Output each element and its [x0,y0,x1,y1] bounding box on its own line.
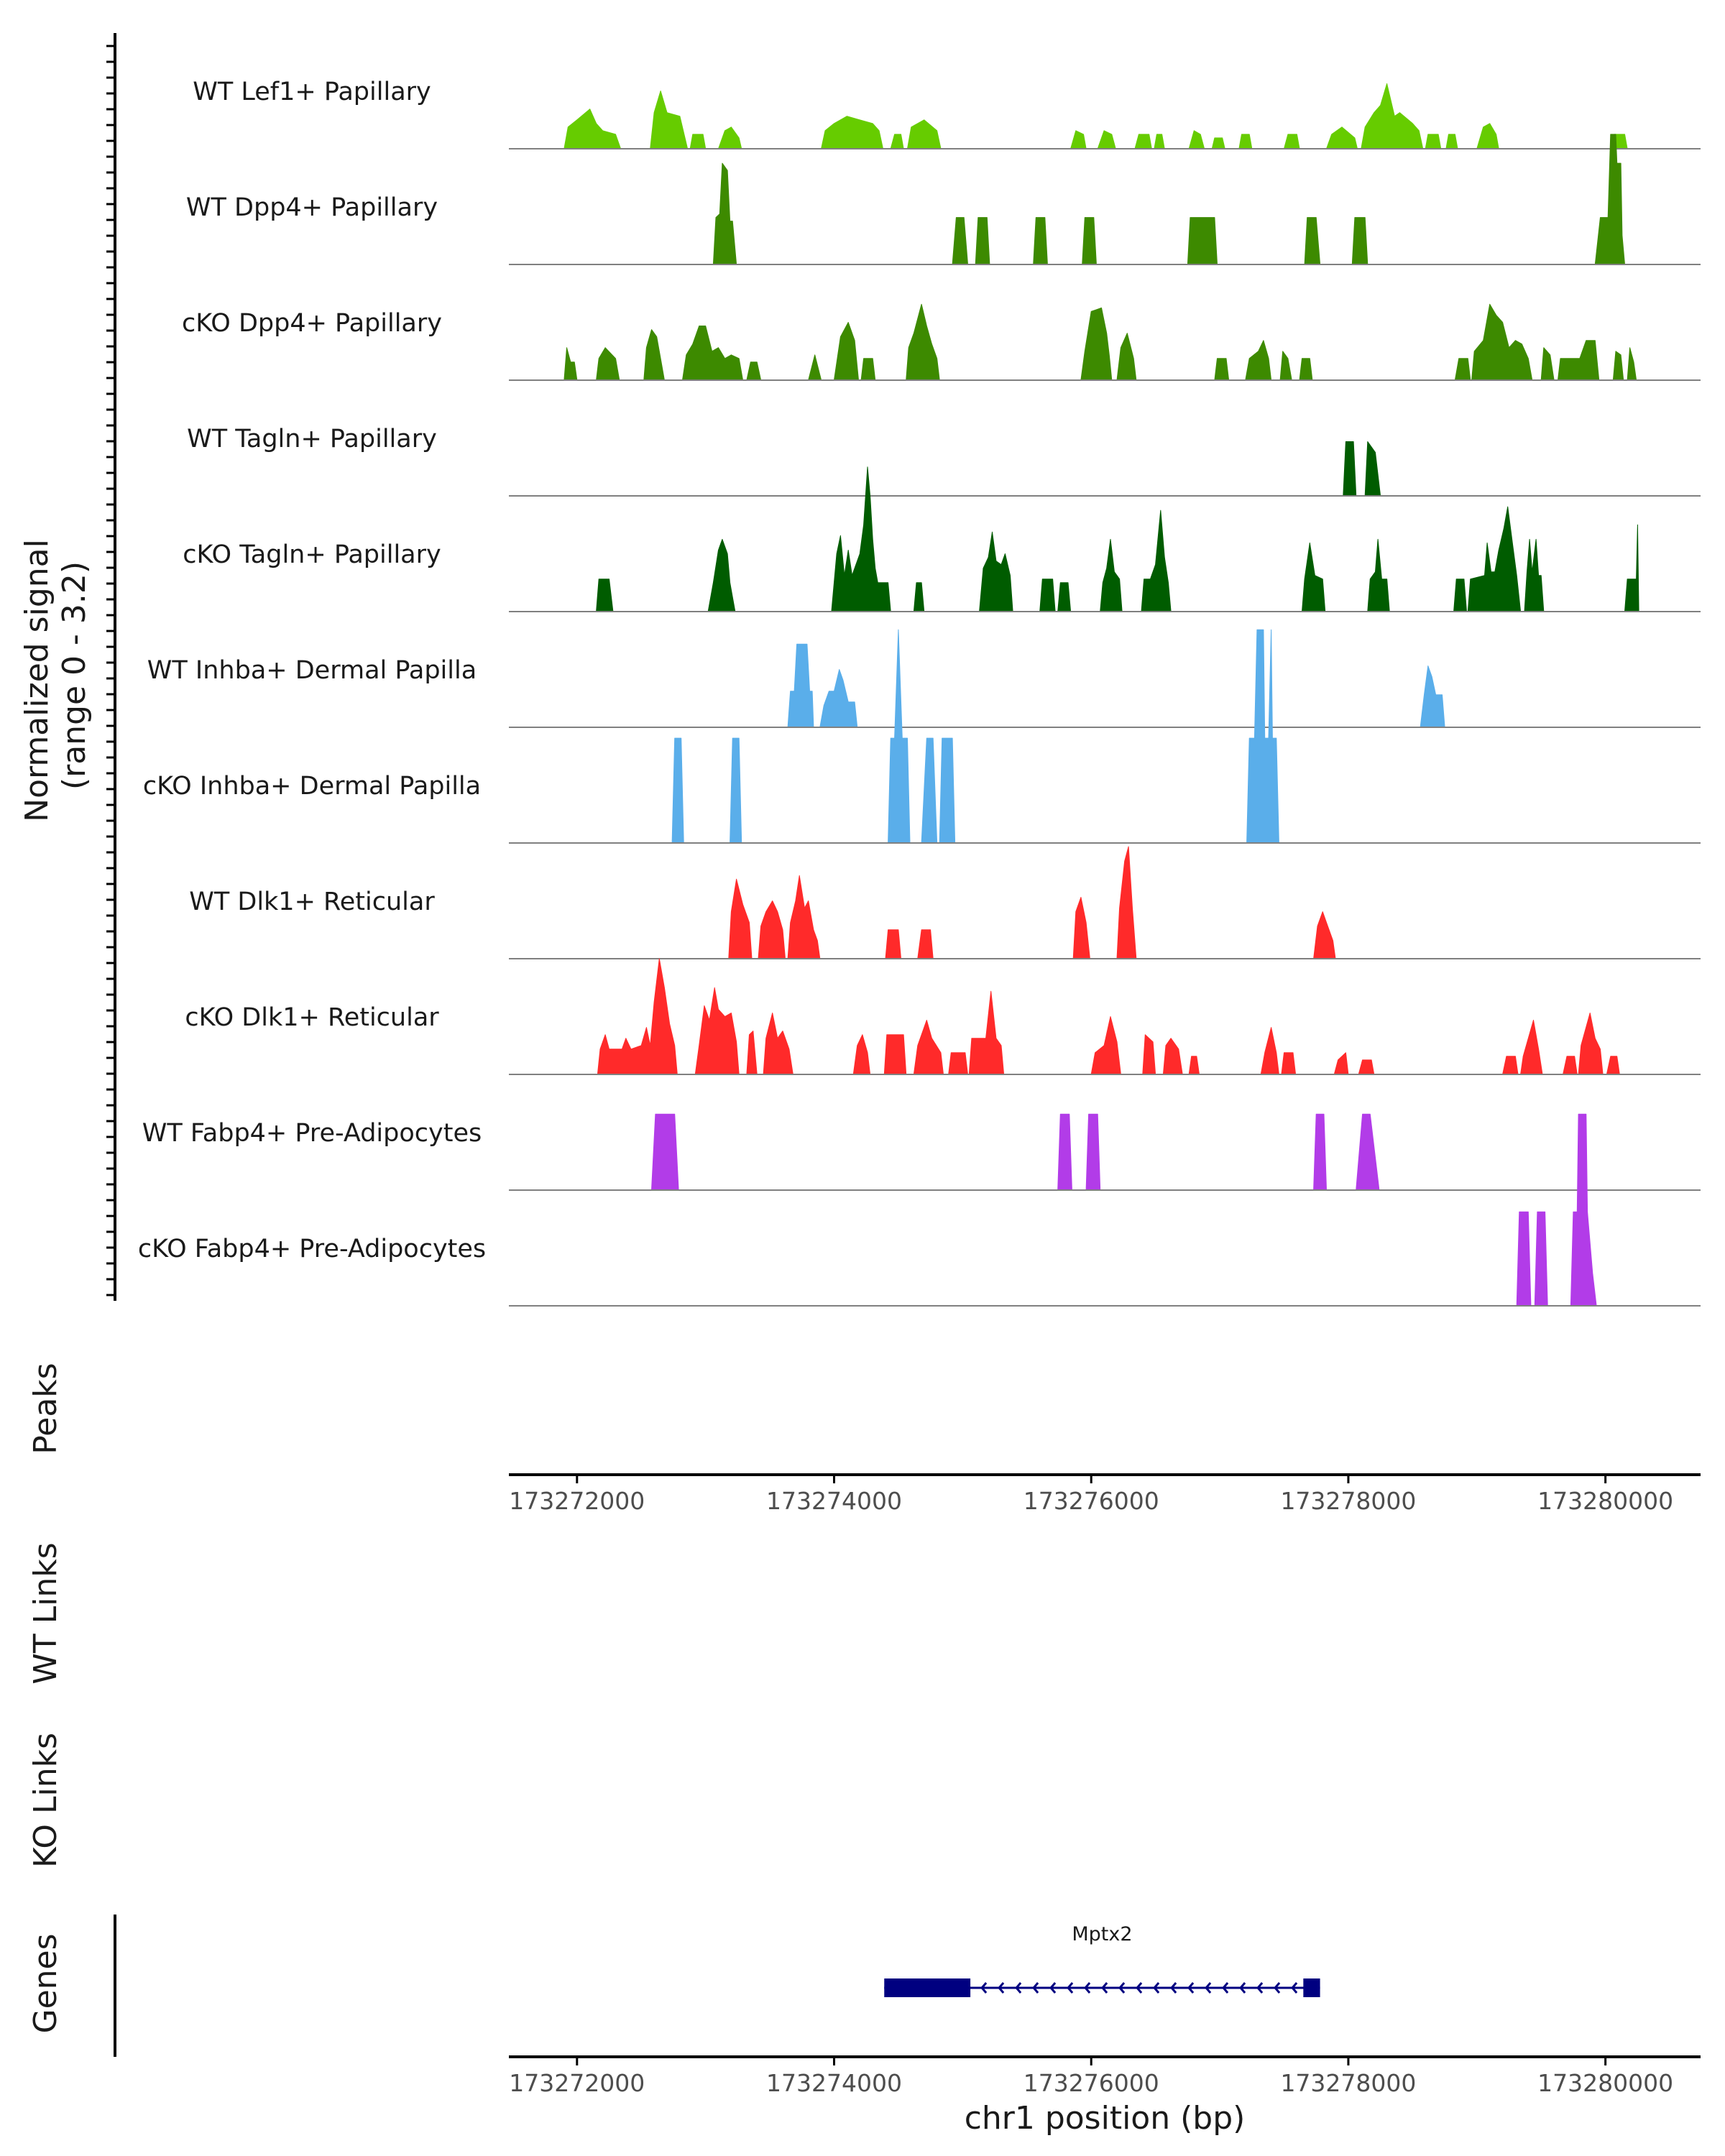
x-axis-tick-label: 173278000 [1280,1487,1416,1515]
gene-strand-arrow [1205,1982,1212,1994]
x-axis-tick-label: 173278000 [1280,2069,1416,2097]
genes-track-label: Genes [27,1933,64,2033]
gene-strand-arrow [1274,1982,1281,1994]
gene-name-label: Mptx2 [1072,1923,1132,1945]
gene-strand-arrow [1032,1982,1039,1994]
track-labels: WT Lef1+ Papillary WT Dpp4+ Papillary cKO … [138,78,486,1263]
y-axis-title-line-1: Normalized signal [19,539,55,822]
gene-strand-arrow [1118,1982,1126,1994]
track-label-cko-fabp4-pre-adipocytes: cKO Fabp4+ Pre-Adipocytes [138,1235,486,1263]
coverage-area-wt-inhba-dermal-papilla [787,643,1445,728]
wt-links-track-label: WT Links [27,1542,64,1684]
gene-strand-arrow [1170,1982,1177,1994]
x-axis-tick-label: 173274000 [766,1487,902,1515]
gene-strand-arrow [1256,1982,1264,1994]
gene-strand-arrow [1015,1982,1022,1994]
coverage-area-cko-tagln-papillary [596,466,1639,612]
x-axis-tick-label: 173280000 [1537,1487,1673,1515]
gene-strand-arrow [1136,1982,1143,1994]
x-axis-tick-label: 173276000 [1024,2069,1159,2097]
track-label-wt-fabp4-pre-adipocytes: WT Fabp4+ Pre-Adipocytes [142,1119,482,1148]
track-label-wt-inhba-dermal-papilla: WT Inhba+ Dermal Papilla [147,656,477,685]
track-label-cko-dpp4-papillary: cKO Dpp4+ Papillary [182,309,442,338]
track-label-wt-lef1-papillary: WT Lef1+ Papillary [193,78,431,106]
x-axis-title: chr1 position (bp) [965,2100,1246,2137]
y-axis-title-line-2: (range 0 - 3.2) [56,561,93,790]
y-axis-title: Normalized signal (range 0 - 3.2) [19,529,93,822]
coverage-area-cko-inhba-dermal-papilla [671,629,1279,844]
track-label-cko-tagln-papillary: cKO Tagln+ Papillary [183,540,441,569]
coverage-area-cko-dlk1-reticular [597,958,1620,1075]
peaks-x-axis: 173272000 173274000 173276000 173278000 1732… [509,1475,1673,1515]
gene-strand-arrow [1291,1982,1298,1994]
gene-strand-arrow [1084,1982,1091,1994]
x-axis-tick-label: 173274000 [766,2069,902,2097]
gene-strand-arrow [1067,1982,1074,1994]
track-label-wt-tagln-papillary: WT Tagln+ Papillary [187,425,437,453]
x-axis-tick-label: 173272000 [509,1487,645,1515]
x-axis-tick-label: 173280000 [1537,2069,1673,2097]
gene-exon [884,1978,971,1997]
gene-track: Mptx2 [884,1923,1320,1997]
coverage-area-wt-dlk1-reticular [728,846,1336,959]
gene-strand-arrow [1101,1982,1108,1994]
x-axis-tick-label: 173276000 [1024,1487,1159,1515]
gene-strand-arrow [1239,1982,1246,1994]
track-label-wt-dlk1-reticular: WT Dlk1+ Reticular [189,888,435,916]
coverage-tracks [509,83,1701,1307]
peaks-track-label: Peaks [27,1363,64,1454]
gene-strand-arrow [1153,1982,1160,1994]
coverage-y-ticks [106,45,115,1296]
gene-strand-arrow [1049,1982,1057,1994]
track-label-cko-dlk1-reticular: cKO Dlk1+ Reticular [185,1003,439,1032]
gene-strand-arrow [998,1982,1005,1994]
track-label-wt-dpp4-papillary: WT Dpp4+ Papillary [186,193,438,222]
gene-strand-arrow [1187,1982,1195,1994]
x-axis-tick-label: 173272000 [509,2069,645,2097]
gene-strand-arrow [1222,1982,1229,1994]
ko-links-track-label: KO Links [27,1733,64,1868]
track-label-cko-inhba-dermal-papilla: cKO Inhba+ Dermal Papilla [143,772,481,801]
gene-exon [1303,1978,1320,1997]
gene-strand-arrow [980,1982,988,1994]
genes-x-axis: 173272000 173274000 173276000 173278000 1732… [509,2057,1673,2097]
